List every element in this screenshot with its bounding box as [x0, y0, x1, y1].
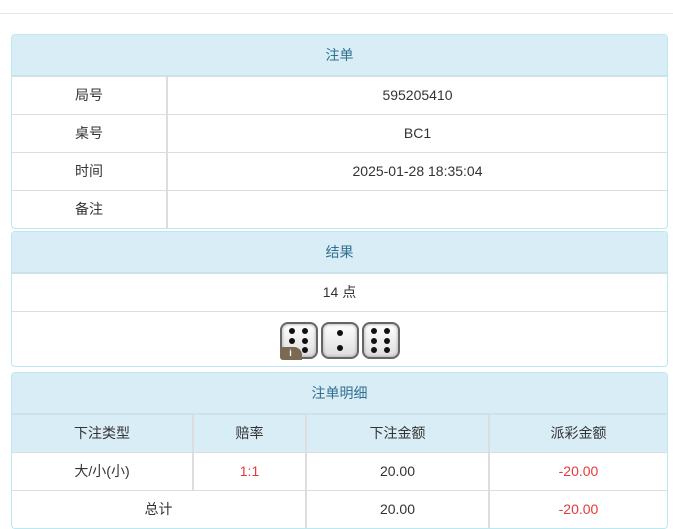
total-label: 总计 — [144, 501, 173, 517]
die-2 — [320, 322, 359, 359]
col-payout: 派彩金额 — [488, 415, 667, 452]
label: 时间 — [75, 163, 103, 179]
col-odds: 赔率 — [192, 415, 305, 452]
result-points-row: 14 点 — [12, 273, 667, 311]
pip — [336, 344, 343, 351]
label: 桌号 — [75, 125, 103, 141]
result-points: 14 点 — [322, 284, 357, 300]
order-panel-title: 注单 — [12, 35, 667, 76]
top-divider — [0, 13, 673, 14]
pip — [370, 328, 377, 335]
total-row: 总计 20.00 -20.00 — [12, 490, 667, 528]
label: 备注 — [75, 201, 103, 217]
order-row-time: 时间 2025-01-28 18:35:04 — [12, 152, 667, 190]
order-row-remark: 备注 — [12, 190, 667, 228]
amount: 20.00 — [305, 453, 488, 490]
label: 局号 — [75, 87, 103, 103]
pip — [288, 337, 295, 344]
pip — [370, 337, 377, 344]
die-6 — [361, 322, 400, 359]
pip — [288, 328, 295, 335]
pip — [302, 337, 309, 344]
die-6: i — [279, 322, 318, 360]
pip — [336, 330, 343, 337]
value: 2025-01-28 18:35:04 — [166, 153, 667, 190]
order-row-round: 局号 595205410 — [12, 76, 667, 114]
value: 595205410 — [166, 77, 667, 114]
pip — [370, 346, 377, 353]
col-amount: 下注金额 — [305, 415, 488, 452]
detail-panel: 注单明细 下注类型 赔率 下注金额 派彩金额 大/小(小) 1:1 20.00 … — [11, 372, 668, 529]
bet-type: 大/小(小) — [74, 463, 130, 479]
pip — [384, 346, 391, 353]
result-panel: 结果 14 点 i — [11, 231, 668, 367]
pip — [302, 346, 309, 353]
payout: -20.00 — [488, 453, 667, 490]
result-panel-title: 结果 — [12, 232, 667, 273]
odds: 1:1 — [192, 453, 305, 490]
order-panel: 注单 局号 595205410 桌号 BC1 时间 2025-01-28 18:35:… — [11, 34, 668, 229]
info-icon[interactable]: i — [279, 347, 302, 360]
detail-header-row: 下注类型 赔率 下注金额 派彩金额 — [12, 414, 667, 452]
order-row-table: 桌号 BC1 — [12, 114, 667, 152]
pip — [384, 337, 391, 344]
total-amount: 20.00 — [305, 491, 488, 528]
total-payout: -20.00 — [488, 491, 667, 528]
dice-row: i — [12, 311, 667, 366]
col-bet-type: 下注类型 — [74, 425, 130, 441]
pip — [384, 328, 391, 335]
detail-panel-title: 注单明细 — [12, 373, 667, 414]
value: BC1 — [166, 115, 667, 152]
table-row: 大/小(小) 1:1 20.00 -20.00 — [12, 452, 667, 490]
pip — [302, 328, 309, 335]
value — [166, 191, 667, 228]
